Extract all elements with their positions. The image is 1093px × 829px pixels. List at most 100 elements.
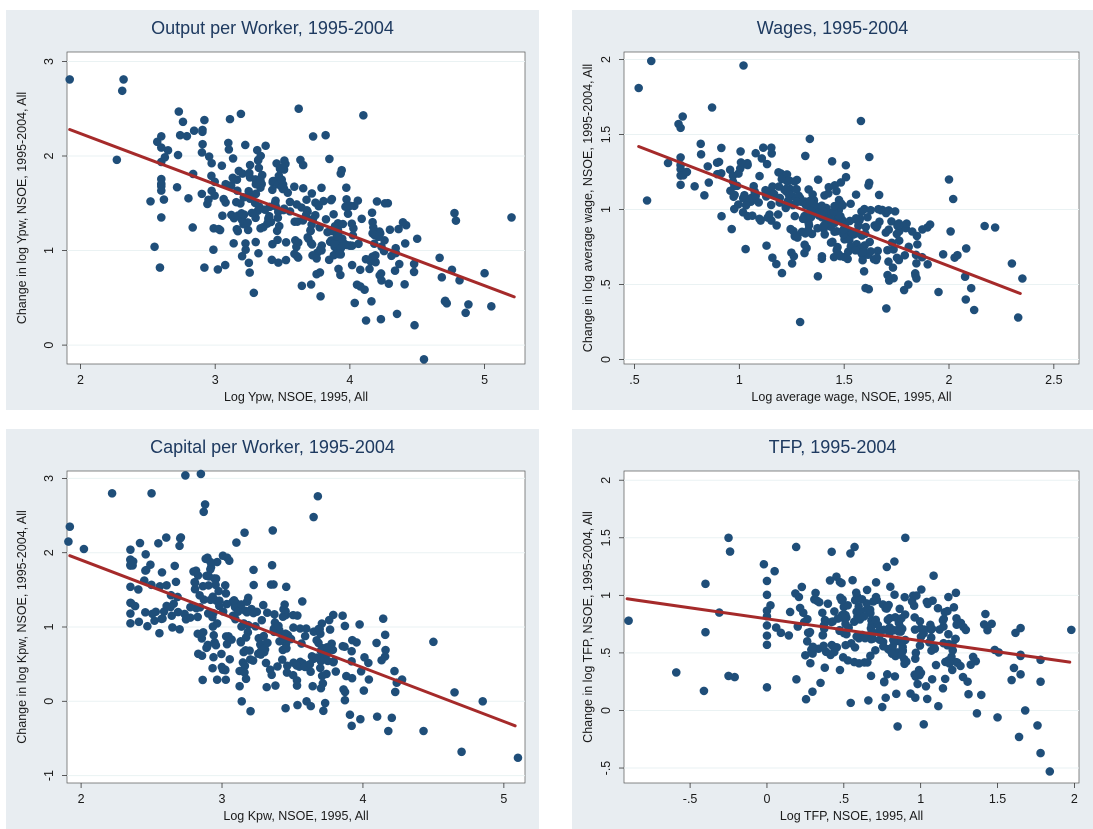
scatter-chart-svg: TFP, 1995-2004 -.5 0 .5 1 1.5 2 -.5 0 .5 1 1.5 2 Log … (581, 437, 1080, 823)
scatter-point (790, 211, 800, 221)
scatter-point (922, 694, 932, 704)
scatter-point (624, 616, 633, 625)
scatter-point (307, 240, 317, 249)
scatter-point (369, 223, 378, 232)
scatter-point (234, 166, 244, 176)
scatter-point (272, 159, 281, 168)
scatter-point (126, 618, 135, 628)
scatter-point (307, 189, 317, 198)
scatter-point (663, 158, 673, 168)
scatter-point (207, 171, 216, 181)
scatter-point (762, 631, 772, 640)
scatter-point (832, 245, 841, 255)
scatter-point (342, 194, 351, 204)
scatter-point (701, 627, 710, 637)
scatter-point (126, 582, 135, 592)
scatter-point (983, 625, 992, 635)
x-axis-label: Log Ypw, NSOE, 1995, All (224, 390, 368, 404)
scatter-point (696, 150, 706, 159)
scatter-point (107, 488, 117, 498)
scatter-point (863, 212, 872, 222)
scatter-point (435, 253, 444, 263)
x-tick-label: 5 (481, 373, 488, 387)
scatter-point (173, 607, 183, 617)
scatter-point (197, 189, 207, 199)
y-tick-label: 0 (42, 342, 56, 349)
chart-panel-tfp: TFP, 1995-2004 -.5 0 .5 1 1.5 2 -.5 0 .5 1 1.5 2 Log … (572, 429, 1093, 829)
scatter-point (904, 280, 913, 289)
scatter-point (944, 175, 954, 184)
scatter-point (306, 701, 316, 711)
scatter-point (347, 646, 356, 656)
scatter-point (1033, 721, 1042, 730)
scatter-point (212, 619, 222, 628)
scatter-point (306, 667, 315, 677)
scatter-point (200, 115, 209, 125)
scatter-point (887, 649, 897, 659)
scatter-point (864, 696, 873, 705)
scatter-point (894, 220, 903, 230)
scatter-point (860, 241, 869, 250)
scatter-point (871, 615, 881, 625)
x-tick-label: 3 (212, 373, 219, 387)
scatter-point (634, 83, 643, 93)
scatter-point (198, 139, 207, 149)
scatter-point (901, 533, 910, 543)
scatter-point (385, 225, 395, 235)
scatter-point (890, 672, 900, 681)
scatter-point (312, 653, 321, 663)
scatter-point (340, 621, 350, 631)
scatter-point (256, 176, 265, 185)
scatter-point (944, 629, 953, 639)
scatter-point (174, 107, 184, 116)
scatter-point (387, 713, 397, 723)
scatter-point (343, 209, 353, 219)
scatter-point (161, 533, 171, 542)
x-tick-label: 4 (359, 792, 366, 806)
scatter-point (400, 239, 410, 248)
scatter-point (842, 629, 851, 639)
scatter-point (293, 611, 302, 620)
scatter-point (754, 198, 763, 207)
scatter-point (281, 237, 291, 247)
scatter-point (801, 694, 811, 704)
scatter-point (242, 608, 252, 617)
x-tick-label: 2 (946, 373, 953, 387)
scatter-point (841, 160, 851, 170)
scatter-point (862, 585, 872, 595)
scatter-point (940, 607, 950, 617)
scatter-point (65, 75, 74, 84)
scatter-point (938, 616, 948, 625)
scatter-point (827, 157, 837, 166)
x-tick-label: 2 (77, 373, 84, 387)
scatter-point (707, 103, 717, 112)
scatter-point (777, 268, 787, 278)
scatter-point (290, 249, 299, 259)
scatter-point (278, 163, 287, 172)
x-tick-label: 0 (763, 792, 770, 806)
scatter-point (964, 689, 973, 699)
scatter-point (79, 544, 89, 554)
scatter-point (319, 706, 328, 716)
scatter-point (320, 698, 330, 708)
scatter-point (642, 196, 652, 205)
scatter-point (162, 580, 171, 590)
scatter-point (353, 196, 363, 205)
scatter-point (318, 679, 328, 688)
scatter-point (209, 652, 218, 662)
scatter-point (480, 268, 489, 278)
scatter-point (193, 571, 203, 580)
scatter-point (902, 657, 911, 666)
scatter-point (291, 236, 300, 245)
scatter-point (888, 263, 898, 272)
scatter-point (784, 631, 794, 640)
scatter-point (156, 174, 166, 184)
scatter-point (203, 609, 213, 618)
x-tick-label: 2 (78, 792, 85, 806)
scatter-point (887, 217, 896, 226)
scatter-point (762, 241, 771, 250)
scatter-point (946, 227, 955, 236)
scatter-point (457, 747, 466, 757)
scatter-point (808, 649, 817, 658)
scatter-point (134, 617, 144, 627)
